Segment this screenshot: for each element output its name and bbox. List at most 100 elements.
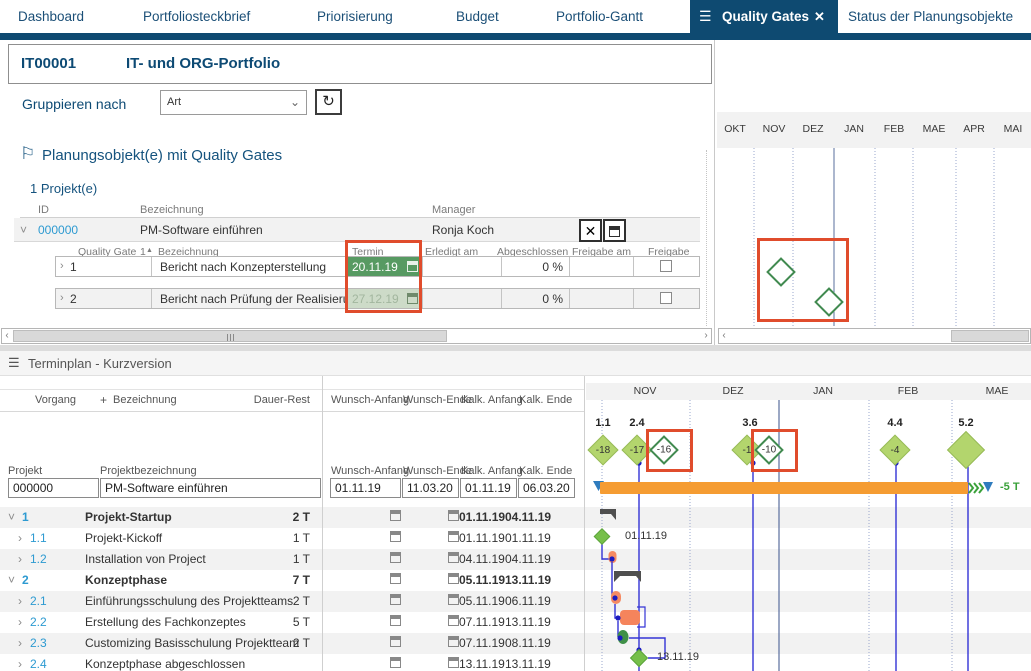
expand-icon[interactable]: › <box>18 552 22 566</box>
tab-quality-gates[interactable]: ☰ Quality Gates ✕ <box>690 0 838 33</box>
calendar-icon[interactable] <box>448 636 459 647</box>
freigabe-checkbox[interactable] <box>660 292 672 304</box>
calendar-icon[interactable] <box>390 615 401 626</box>
task-dauer: 1 T <box>250 531 310 545</box>
tab-priorisierung[interactable]: Priorisierung <box>317 0 393 33</box>
task-row-2[interactable]: ˅ 2 Konzeptphase 7 T 05.11.19 13.11.19 <box>0 570 584 591</box>
task-nr[interactable]: 1 <box>22 510 29 524</box>
delay-arrows-icon <box>969 483 983 493</box>
task-nr[interactable]: 2 <box>22 573 29 587</box>
expand-icon[interactable]: › <box>18 657 22 671</box>
calendar-icon[interactable] <box>448 552 459 563</box>
task-nr[interactable]: 1.1 <box>30 531 47 545</box>
calendar-icon[interactable] <box>448 615 459 626</box>
tab-dashboard[interactable]: Dashboard <box>18 0 84 33</box>
calendar-button[interactable] <box>603 219 626 242</box>
left-panel-vscrollbar[interactable] <box>706 150 707 326</box>
expand-all-plus-icon[interactable]: + <box>100 393 107 407</box>
refresh-button[interactable]: ↻ <box>315 89 342 115</box>
gate-row-2[interactable]: › 2 Bericht nach Prüfung der Realisierun… <box>55 288 700 309</box>
left-panel-hscrollbar[interactable]: ‹ › <box>1 328 712 344</box>
portfolio-id: IT00001 <box>21 55 76 72</box>
gate-abgeschlossen: 0 % <box>542 260 563 274</box>
gate-termin-date[interactable]: 20.11.19 <box>352 260 398 274</box>
chevron-down-icon[interactable]: ⌄ <box>290 95 300 109</box>
task-nr[interactable]: 2.1 <box>30 594 47 608</box>
calendar-icon[interactable] <box>448 657 459 668</box>
menu-icon[interactable]: ☰ <box>699 0 712 33</box>
collapse-icon[interactable]: ˅ <box>8 573 15 587</box>
project-bar <box>600 482 968 494</box>
expand-icon[interactable]: › <box>60 292 64 304</box>
task-kalk-anfang: 07.11.19 <box>459 636 505 650</box>
task-row-2-3[interactable]: › 2.3 Customizing Basisschulung Projektt… <box>0 633 584 654</box>
scrollbar-thumb[interactable] <box>13 330 447 342</box>
project-id-link[interactable]: 000000 <box>38 223 78 237</box>
calendar-icon[interactable] <box>390 594 401 605</box>
summary-bar-2 <box>614 571 641 582</box>
calendar-icon[interactable] <box>390 657 401 668</box>
tab-status-planungsobjekte[interactable]: Status der Planungsobjekte <box>848 0 1013 33</box>
col-header-manager: Manager <box>432 204 475 216</box>
task-nr[interactable]: 2.3 <box>30 636 47 650</box>
col-header-id: ID <box>38 204 49 216</box>
tab-portfolio-gantt[interactable]: Portfolio-Gantt <box>556 0 643 33</box>
task-nr[interactable]: 2.4 <box>30 657 47 671</box>
calendar-icon[interactable] <box>448 594 459 605</box>
task-nr[interactable]: 2.2 <box>30 615 47 629</box>
task-dauer: 2 T <box>250 636 310 650</box>
gate-termin-date[interactable]: 27.12.19 <box>352 292 399 306</box>
tab-portfoliosteckbrief[interactable]: Portfoliosteckbrief <box>143 0 250 33</box>
calendar-icon[interactable] <box>390 531 401 542</box>
collapse-icon[interactable]: ˅ <box>20 223 27 237</box>
task-kalk-ende: 13.11.19 <box>505 615 551 629</box>
project-wunsch-anfang-field[interactable]: 01.11.19 <box>330 478 401 498</box>
expand-icon[interactable]: › <box>18 531 22 545</box>
milestone-label: 4.4 <box>887 417 902 429</box>
project-name-field[interactable]: PM-Software einführen <box>100 478 321 498</box>
close-tab-icon[interactable]: ✕ <box>814 0 825 33</box>
task-row-2-4[interactable]: › 2.4 Konzeptphase abgeschlossen 13.11.1… <box>0 654 584 671</box>
project-kalk-anfang-field[interactable]: 01.11.19 <box>460 478 517 498</box>
calendar-icon[interactable] <box>448 573 459 584</box>
collapse-icon[interactable]: ˅ <box>8 510 15 524</box>
task-kalk-anfang: 13.11.19 <box>459 657 505 671</box>
project-end-marker <box>983 482 993 492</box>
calendar-icon[interactable] <box>390 573 401 584</box>
gate-name: Bericht nach Prüfung der Realisierung <box>160 292 363 306</box>
clear-date-button[interactable]: ✕ <box>579 219 602 242</box>
scroll-right-icon[interactable]: › <box>701 329 711 343</box>
milestone-value <box>954 438 979 463</box>
quality-gates-section-title: Planungsobjekt(e) mit Quality Gates <box>42 147 282 164</box>
clear-icon: ✕ <box>585 223 597 239</box>
group-by-select[interactable]: Art ⌄ <box>160 90 307 115</box>
calendar-icon[interactable] <box>448 531 459 542</box>
freigabe-checkbox[interactable] <box>660 260 672 272</box>
calendar-icon[interactable] <box>407 261 418 272</box>
task-row-1-2[interactable]: › 1.2 Installation von Project 1 T 04.11… <box>0 549 584 570</box>
task-row-2-2[interactable]: › 2.2 Erstellung des Fachkonzeptes 5 T 0… <box>0 612 584 633</box>
calendar-icon[interactable] <box>390 552 401 563</box>
calendar-icon[interactable] <box>390 636 401 647</box>
expand-icon[interactable]: › <box>18 636 22 650</box>
scroll-left-icon[interactable]: ‹ <box>2 329 12 343</box>
expand-icon[interactable]: › <box>18 594 22 608</box>
calendar-icon[interactable] <box>390 510 401 521</box>
calendar-icon[interactable] <box>407 293 418 304</box>
menu-icon[interactable]: ☰ <box>8 355 20 371</box>
project-kalk-ende-field[interactable]: 06.03.20 <box>518 478 575 498</box>
calendar-icon[interactable] <box>448 510 459 521</box>
task-kalk-ende: 13.11.19 <box>505 657 551 671</box>
project-id-field[interactable]: 000000 <box>8 478 99 498</box>
tab-budget[interactable]: Budget <box>456 0 499 33</box>
task-dauer: 7 T <box>250 573 310 587</box>
task-row-1-1[interactable]: › 1.1 Projekt-Kickoff 1 T 01.11.19 01.11… <box>0 528 584 549</box>
expand-icon[interactable]: › <box>60 260 64 272</box>
task-row-1[interactable]: ˅ 1 Projekt-Startup 2 T 01.11.19 04.11.1… <box>0 507 584 528</box>
expand-icon[interactable]: › <box>18 615 22 629</box>
project-wunsch-ende-field[interactable]: 11.03.20 <box>402 478 459 498</box>
task-nr[interactable]: 1.2 <box>30 552 47 566</box>
gate-erledigt-am-cell <box>422 289 501 308</box>
task-row-2-1[interactable]: › 2.1 Einführungsschulung des Projekttea… <box>0 591 584 612</box>
gate-row-1[interactable]: › 1 Bericht nach Konzepterstellung 20.11… <box>55 256 700 277</box>
